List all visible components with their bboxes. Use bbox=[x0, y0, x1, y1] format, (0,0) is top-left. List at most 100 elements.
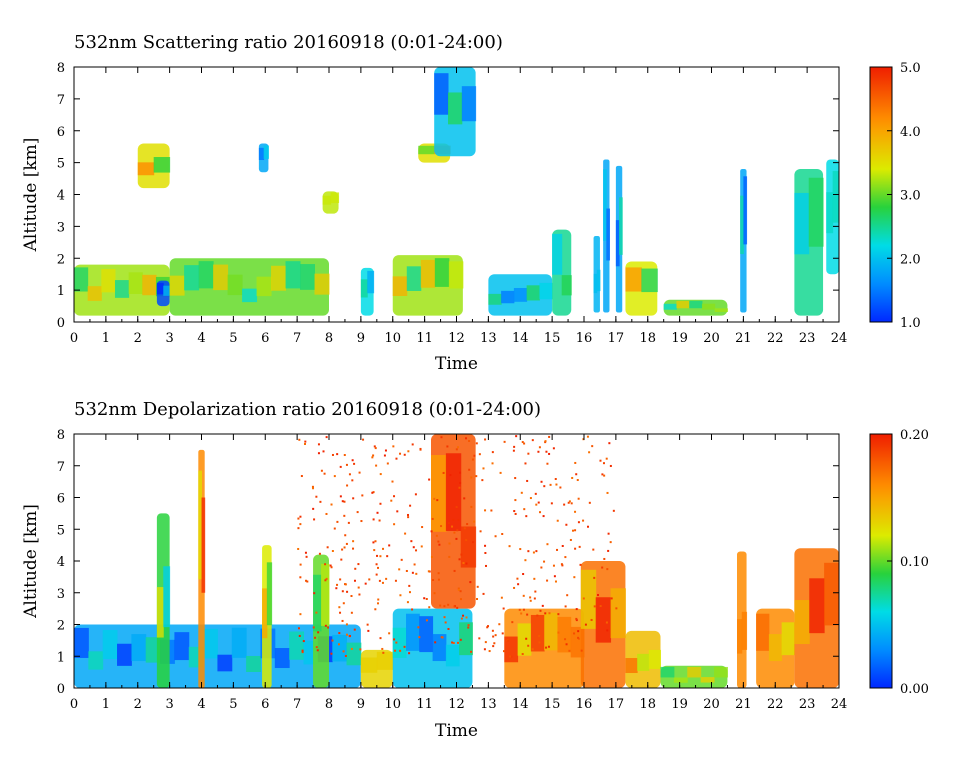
x-tick-label: 14 bbox=[512, 697, 529, 712]
x-tick-label: 4 bbox=[197, 697, 205, 712]
data-region bbox=[580, 561, 626, 688]
y-tick-label: 4 bbox=[57, 555, 65, 570]
x-tick-label: 17 bbox=[608, 697, 625, 712]
y-tick-label: 7 bbox=[57, 93, 65, 108]
x-tick-label: 19 bbox=[671, 697, 688, 712]
data-region bbox=[322, 191, 340, 214]
x-tick-label: 24 bbox=[831, 697, 848, 712]
x-tick-label: 24 bbox=[831, 331, 848, 346]
data-region bbox=[258, 143, 269, 173]
data-region bbox=[552, 229, 572, 316]
y-tick-label: 0 bbox=[57, 316, 65, 331]
x-tick-label: 9 bbox=[357, 331, 365, 346]
y-tick-label: 7 bbox=[57, 460, 65, 475]
y-tick-label: 5 bbox=[57, 523, 65, 538]
x-tick-label: 18 bbox=[639, 697, 656, 712]
data-region bbox=[826, 159, 839, 275]
x-tick-label: 13 bbox=[480, 331, 497, 346]
x-tick-label: 11 bbox=[416, 697, 433, 712]
y-tick-label: 2 bbox=[57, 252, 65, 267]
x-tick-label: 6 bbox=[261, 331, 269, 346]
colorbar-tick-label: 0.20 bbox=[900, 428, 929, 443]
colorbar-tick-label: 5.0 bbox=[900, 61, 921, 76]
data-region bbox=[137, 143, 171, 189]
x-tick-label: 21 bbox=[735, 331, 752, 346]
x-tick-label: 2 bbox=[134, 697, 142, 712]
colorbar-tick-label: 0.10 bbox=[900, 555, 929, 570]
data-region bbox=[360, 649, 394, 688]
data-region bbox=[737, 551, 748, 688]
y-tick-label: 3 bbox=[57, 220, 65, 235]
data-region bbox=[198, 449, 206, 688]
data-region bbox=[360, 267, 375, 316]
y-tick-label: 1 bbox=[57, 284, 65, 299]
x-tick-label: 12 bbox=[448, 331, 465, 346]
x-tick-label: 14 bbox=[512, 331, 529, 346]
x-tick-label: 2 bbox=[134, 331, 142, 346]
x-tick-label: 19 bbox=[671, 331, 688, 346]
chart-panel-1: 532nm Scattering ratio 20160918 (0:01-24… bbox=[21, 32, 921, 374]
x-tick-label: 7 bbox=[293, 697, 301, 712]
data-region bbox=[434, 67, 477, 157]
chart-panel-2: 532nm Depolarization ratio 20160918 (0:0… bbox=[21, 399, 929, 741]
y-axis-label: Altitude [km] bbox=[21, 504, 41, 619]
x-tick-label: 6 bbox=[261, 697, 269, 712]
data-region bbox=[794, 548, 839, 688]
chart-title: 532nm Scattering ratio 20160918 (0:01-24… bbox=[74, 32, 503, 53]
x-axis-label: Time bbox=[435, 354, 478, 374]
y-tick-label: 5 bbox=[57, 157, 65, 172]
x-tick-label: 0 bbox=[70, 697, 78, 712]
x-tick-label: 5 bbox=[229, 331, 237, 346]
data-layer bbox=[74, 434, 839, 688]
x-tick-label: 1 bbox=[102, 331, 110, 346]
x-tick-label: 11 bbox=[416, 331, 433, 346]
data-region bbox=[593, 235, 601, 313]
colorbar-tick-label: 0.00 bbox=[900, 682, 929, 697]
data-region bbox=[625, 261, 658, 316]
x-tick-label: 15 bbox=[544, 331, 561, 346]
y-tick-label: 8 bbox=[57, 61, 65, 76]
data-region bbox=[603, 159, 610, 313]
y-tick-label: 8 bbox=[57, 428, 65, 443]
x-tick-label: 7 bbox=[293, 331, 301, 346]
x-axis-label: Time bbox=[435, 721, 478, 741]
x-tick-label: 15 bbox=[544, 697, 561, 712]
x-tick-label: 1 bbox=[102, 697, 110, 712]
x-tick-label: 10 bbox=[384, 697, 401, 712]
x-tick-label: 13 bbox=[480, 697, 497, 712]
data-region bbox=[794, 169, 824, 316]
y-tick-label: 2 bbox=[57, 619, 65, 634]
data-region bbox=[313, 554, 330, 688]
x-tick-label: 16 bbox=[576, 697, 593, 712]
x-tick-label: 12 bbox=[448, 697, 465, 712]
data-region bbox=[615, 165, 623, 313]
x-tick-label: 23 bbox=[799, 331, 816, 346]
x-tick-label: 16 bbox=[576, 331, 593, 346]
data-region bbox=[431, 434, 477, 609]
x-tick-label: 22 bbox=[767, 697, 784, 712]
y-axis-label: Altitude [km] bbox=[21, 138, 41, 253]
colorbar-tick-label: 1.0 bbox=[900, 316, 921, 331]
data-region bbox=[740, 169, 748, 313]
x-tick-label: 20 bbox=[703, 697, 720, 712]
y-tick-label: 0 bbox=[57, 682, 65, 697]
y-tick-label: 1 bbox=[57, 650, 65, 665]
data-region bbox=[169, 258, 330, 316]
x-tick-label: 4 bbox=[197, 331, 205, 346]
data-region bbox=[74, 264, 171, 316]
data-region bbox=[660, 665, 728, 688]
x-tick-label: 23 bbox=[799, 697, 816, 712]
x-tick-label: 0 bbox=[70, 331, 78, 346]
data-region bbox=[663, 299, 728, 316]
x-tick-label: 20 bbox=[703, 331, 720, 346]
data-layer bbox=[74, 67, 839, 316]
y-tick-label: 4 bbox=[57, 189, 65, 204]
data-region bbox=[392, 608, 473, 688]
x-tick-label: 5 bbox=[229, 697, 237, 712]
data-region bbox=[156, 280, 171, 307]
y-tick-label: 3 bbox=[57, 587, 65, 602]
colorbar-tick-label: 4.0 bbox=[900, 125, 921, 140]
noise-speckle bbox=[297, 435, 618, 658]
y-tick-label: 6 bbox=[57, 492, 65, 507]
